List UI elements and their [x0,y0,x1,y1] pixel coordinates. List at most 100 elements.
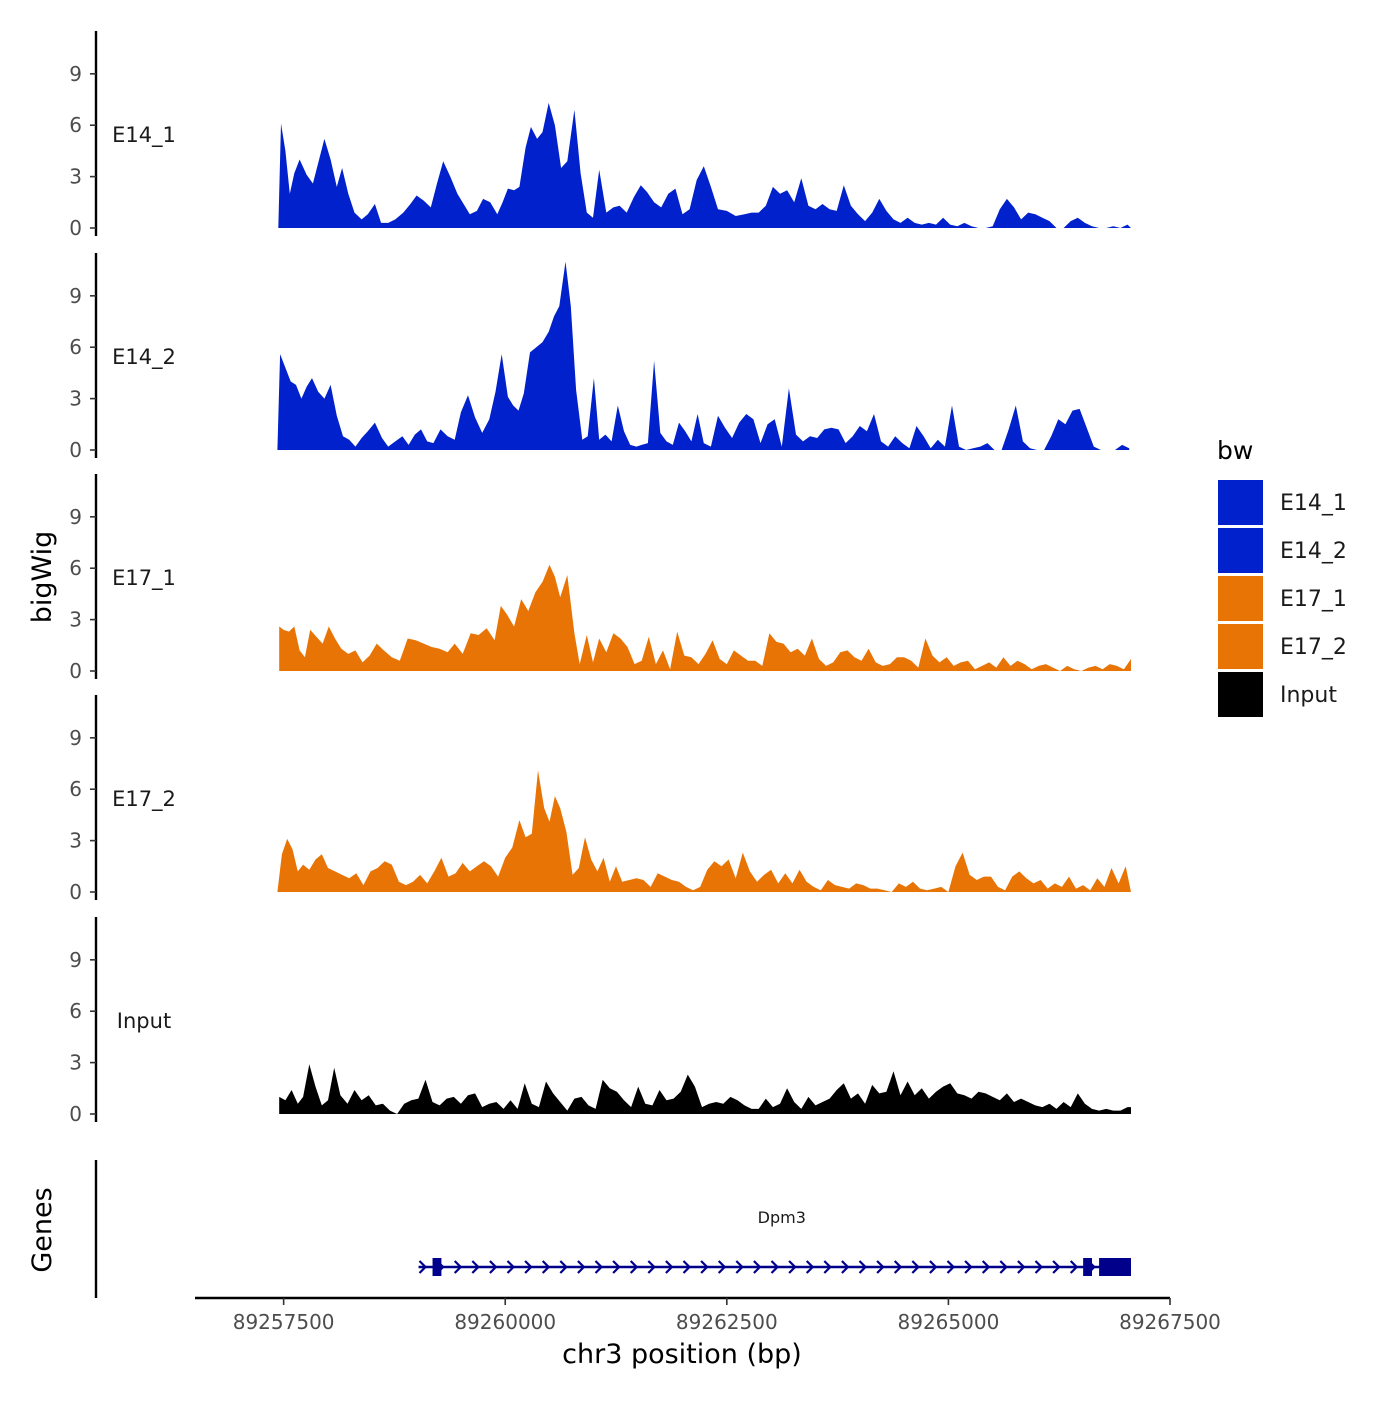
track-label: Input [117,1009,171,1033]
strand-arrow [735,1260,744,1274]
coverage-area-e17-1 [279,564,1131,671]
strand-arrow [612,1260,621,1274]
y-tick-label: 0 [69,659,82,683]
strand-arrow [524,1260,533,1274]
strand-arrow [453,1260,463,1274]
y-tick-label: 9 [69,948,82,972]
strand-arrow [929,1260,938,1274]
legend-label: E17_1 [1280,587,1347,612]
coverage-area-input [279,1064,1131,1114]
strand-arrow [594,1260,604,1274]
coverage-area-e17-2 [277,770,1131,892]
genes-layer: Dpm3 [94,1160,1132,1298]
strand-arrow [665,1260,674,1274]
strand-arrow [876,1260,885,1274]
x-tick-label: 89267500 [1119,1310,1221,1334]
strand-arrow [753,1260,762,1274]
y-tick-label: 3 [69,1051,82,1075]
strand-arrow [489,1260,498,1274]
strand-arrow [541,1260,551,1274]
coverage-area-e14-2 [277,261,1130,450]
strand-arrow [999,1260,1008,1274]
track-label: E17_1 [112,566,176,591]
strand-arrow [841,1260,850,1274]
y-tick-label: 9 [69,284,82,308]
strand-arrow [559,1260,568,1274]
strand-arrow [1069,1260,1079,1274]
strand-arrow [1052,1260,1061,1274]
strand-arrow [893,1260,903,1274]
y-tick-label: 9 [69,62,82,86]
y-tick-label: 6 [69,777,82,801]
strand-arrow [682,1260,692,1274]
gene-name-label: Dpm3 [758,1208,806,1227]
track-e14-2: 0 3 6 9 E14_2 [69,253,1130,462]
y-tick-label: 9 [69,726,82,750]
legend-swatch [1218,624,1263,669]
legend: bw E14_1 E14_2 E17_1 E17_2 Input [1217,436,1347,717]
strand-arrow [1017,1260,1026,1274]
y-tick-label: 6 [69,999,82,1023]
y-tick-label: 3 [69,387,82,411]
strand-arrow [770,1260,780,1274]
y-tick-label: 3 [69,829,82,853]
x-axis: 89257500 89260000 89262500 89265000 89267500 [195,1296,1221,1334]
y-tick-label: 0 [69,1102,82,1126]
strand-arrow [1034,1260,1044,1274]
tracks-layer: 0 3 6 9 E14_1 0 3 6 9 E14_2 0 3 6 9 E17_1 0 3 6 9 E17_2 0 3 6 9… [69,31,1131,1126]
y-tick-label: 0 [69,880,82,904]
strand-arrow [418,1260,428,1274]
y-tick-label: 3 [69,608,82,632]
y-tick-label: 6 [69,335,82,359]
gene-exon [1099,1258,1131,1276]
genes-axis-title: Genes [27,1187,58,1272]
strand-arrow [823,1260,832,1274]
track-e17-1: 0 3 6 9 E17_1 [69,474,1131,683]
legend-swatch [1218,672,1263,717]
strand-arrow [700,1260,709,1274]
x-tick-label: 89260000 [454,1310,556,1334]
y-tick-label: 6 [69,556,82,580]
strand-arrow [911,1260,920,1274]
track-label: E14_1 [112,123,176,148]
y-tick-label: 6 [69,113,82,137]
track-e14-1: 0 3 6 9 E14_1 [69,31,1131,240]
legend-swatch [1218,480,1263,525]
gene-dpm3: Dpm3 [418,1208,1132,1276]
track-input: 0 3 6 9 Input [69,917,1131,1126]
track-label: E17_2 [112,787,176,812]
legend-label: E14_2 [1280,539,1347,564]
coverage-area-e14-1 [278,102,1131,228]
legend-label: E14_1 [1280,491,1347,516]
y-tick-label: 0 [69,438,82,462]
gene-exon [1083,1258,1092,1276]
legend-swatch [1218,528,1263,573]
track-label: E14_2 [112,345,176,370]
legend-title: bw [1217,436,1253,465]
track-e17-2: 0 3 6 9 E17_2 [69,695,1131,904]
strand-arrow [858,1260,868,1274]
legend-label: E17_2 [1280,635,1347,660]
y-tick-label: 9 [69,505,82,529]
strand-arrow [964,1260,973,1274]
y-tick-label: 0 [69,216,82,240]
legend-label: Input [1280,683,1337,708]
x-tick-label: 89265000 [898,1310,1000,1334]
x-tick-label: 89262500 [676,1310,778,1334]
strand-arrow [647,1260,656,1274]
x-axis-title: chr3 position (bp) [562,1339,802,1370]
y-axis-title: bigWig [27,531,58,624]
strand-arrow [471,1260,480,1274]
gene-exon [432,1258,442,1276]
strand-arrow [506,1260,516,1274]
strand-arrow [981,1260,991,1274]
x-tick-label: 89257500 [233,1310,335,1334]
strand-arrow [788,1260,797,1274]
legend-swatch [1218,576,1263,621]
strand-arrow [717,1260,727,1274]
strand-arrow [946,1260,956,1274]
strand-arrow [629,1260,639,1274]
y-tick-label: 3 [69,165,82,189]
